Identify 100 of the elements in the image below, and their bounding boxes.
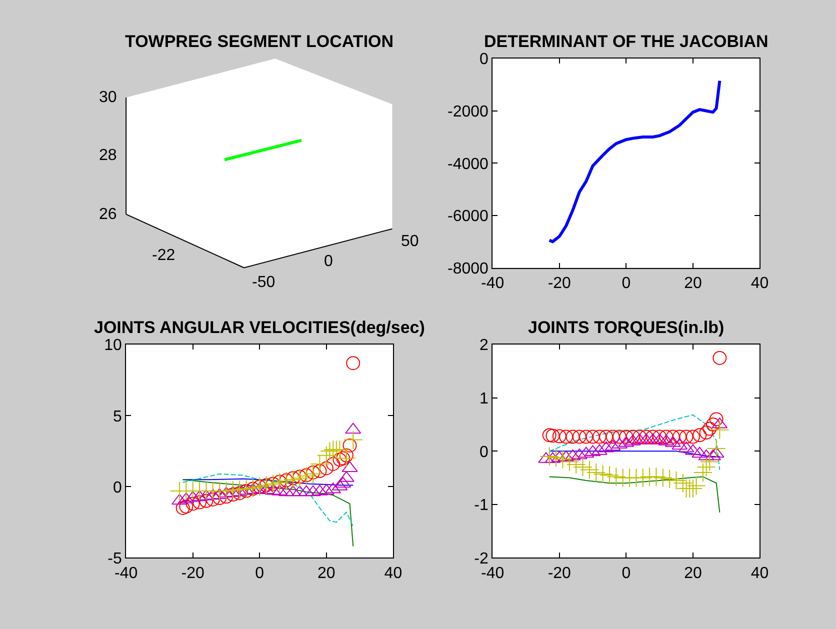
text: 26 xyxy=(99,206,117,223)
point xyxy=(599,430,614,444)
x-tick-label: 20 xyxy=(684,564,702,582)
text: 30 xyxy=(99,89,117,106)
text: -22 xyxy=(152,247,176,264)
point xyxy=(303,464,323,484)
point xyxy=(593,464,612,484)
point xyxy=(179,500,194,514)
x-tick-label: 0 xyxy=(255,564,264,582)
y-tick-label: -4000 xyxy=(447,156,489,173)
point xyxy=(560,452,580,472)
point xyxy=(192,495,207,510)
point xyxy=(306,465,320,480)
point xyxy=(600,466,620,485)
point xyxy=(559,430,574,444)
x-tick-label: 40 xyxy=(750,564,769,582)
point xyxy=(706,438,726,458)
point xyxy=(612,430,626,444)
point xyxy=(540,446,559,466)
y-tick-label: 10 xyxy=(104,337,122,354)
point xyxy=(199,494,214,508)
line-series xyxy=(548,79,722,244)
point xyxy=(546,428,560,443)
point xyxy=(542,428,556,442)
point xyxy=(243,478,263,498)
y-tick-label: -5 xyxy=(108,550,122,568)
point xyxy=(279,473,294,488)
point xyxy=(346,356,360,370)
point xyxy=(653,468,673,488)
point xyxy=(263,474,283,494)
point xyxy=(626,430,640,444)
y-tick-label: 2 xyxy=(480,337,489,354)
point xyxy=(206,492,220,506)
point xyxy=(319,461,334,476)
point xyxy=(633,468,652,488)
y-tick-label: 0 xyxy=(480,444,489,461)
point xyxy=(659,430,674,444)
chart-title: JOINTS ANGULAR VELOCITIES(deg/sec) xyxy=(94,318,425,337)
point xyxy=(239,484,254,498)
point xyxy=(270,472,290,492)
y-tick-label: 0 xyxy=(480,51,489,68)
point xyxy=(310,454,330,474)
point xyxy=(660,469,680,488)
point xyxy=(552,429,566,444)
point xyxy=(336,451,350,466)
point xyxy=(292,470,307,484)
text: 50 xyxy=(401,233,419,250)
point xyxy=(646,430,660,444)
point xyxy=(226,487,240,502)
y-tick-label: -1 xyxy=(474,497,489,514)
point xyxy=(679,430,694,444)
x-tick-label: -20 xyxy=(548,274,572,292)
point xyxy=(586,430,600,444)
x-tick-label: -40 xyxy=(481,274,504,292)
point xyxy=(580,460,600,480)
line-series xyxy=(548,476,720,513)
point xyxy=(710,420,730,440)
point xyxy=(619,430,634,444)
point xyxy=(236,479,256,498)
point xyxy=(342,438,357,452)
point xyxy=(702,422,717,436)
point xyxy=(316,446,336,466)
y-tick-label: -2000 xyxy=(447,103,489,120)
point xyxy=(566,430,580,444)
y-tick-label: -6000 xyxy=(447,208,489,226)
point xyxy=(272,474,287,489)
y-tick-label: -2 xyxy=(474,550,489,568)
text: -50 xyxy=(252,274,276,291)
point xyxy=(223,480,243,500)
point xyxy=(699,426,714,440)
point xyxy=(693,462,713,482)
point xyxy=(286,471,300,486)
point xyxy=(709,412,724,426)
point xyxy=(706,418,720,432)
chart-title: JOINTS TORQUES(in.lb) xyxy=(528,318,724,337)
point xyxy=(696,458,716,477)
point xyxy=(639,430,654,444)
point xyxy=(579,430,594,444)
point xyxy=(344,430,363,450)
text: TOWPREG SEGMENT LOCATION xyxy=(125,32,394,51)
x-tick-label: -20 xyxy=(548,564,572,582)
x-tick-label: -20 xyxy=(181,564,205,582)
x-tick-label: -40 xyxy=(114,564,138,582)
point xyxy=(320,442,340,461)
x-tick-label: 20 xyxy=(684,274,702,292)
point xyxy=(652,430,667,444)
point xyxy=(586,462,606,482)
chart-title: DETERMINANT OF THE JACOBIAN xyxy=(484,32,768,51)
point xyxy=(339,448,354,462)
point xyxy=(232,486,247,500)
text: 28 xyxy=(99,147,117,164)
point xyxy=(672,430,687,444)
text: 0 xyxy=(324,253,333,270)
x-tick-label: 0 xyxy=(622,274,631,292)
point xyxy=(573,458,592,477)
point xyxy=(686,476,706,496)
point xyxy=(632,430,647,444)
point xyxy=(606,467,626,486)
point xyxy=(553,450,572,469)
y-tick-label: 0 xyxy=(112,479,122,496)
